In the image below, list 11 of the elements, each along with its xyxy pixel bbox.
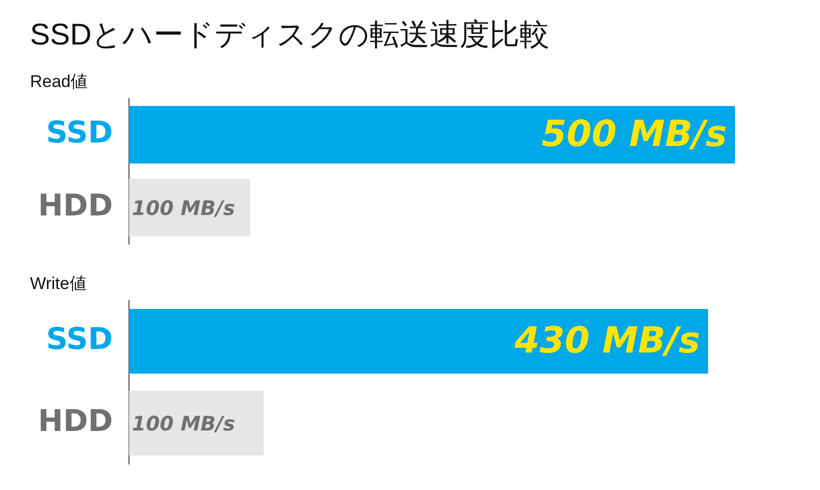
y-tick-label: HDD [38, 404, 113, 439]
data-label: 100 MB/s [132, 411, 236, 436]
data-label: 500 MB/s [541, 114, 727, 156]
chart-title: SSDとハードディスクの転送速度比較 [30, 18, 550, 52]
data-label: 430 MB/s [514, 320, 700, 362]
data-label: 100 MB/s [132, 196, 236, 220]
y-tick-label: SSD [46, 116, 113, 151]
chart-subtitle: Write値 [30, 274, 86, 293]
y-tick-label: SSD [46, 322, 113, 358]
y-tick-label: HDD [38, 188, 113, 224]
chart-subtitle: Read値 [30, 72, 88, 91]
